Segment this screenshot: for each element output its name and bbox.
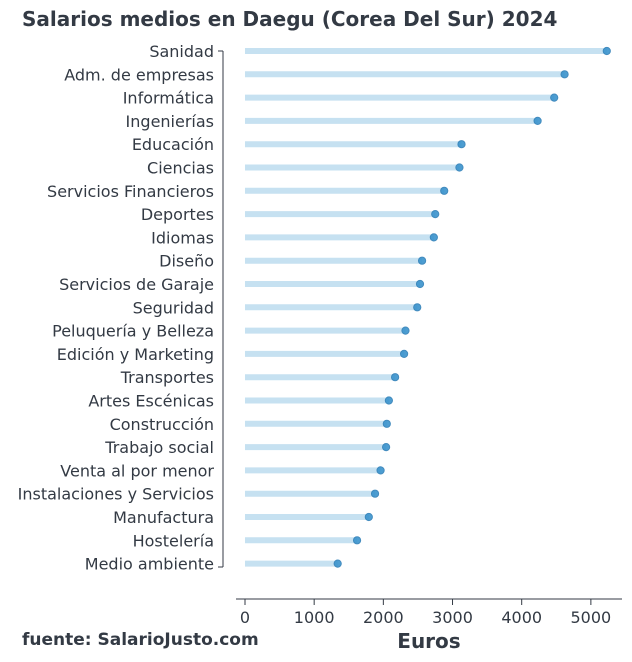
row-17: Trabajo social (104, 438, 391, 457)
data-point-22 (333, 559, 342, 568)
data-point-9 (417, 256, 427, 265)
row-6: Servicios Financieros (47, 182, 449, 201)
category-label-16: Construcción (110, 415, 214, 434)
x-axis-label: Euros (397, 629, 460, 653)
data-point-15 (384, 396, 393, 405)
data-point-16 (382, 419, 391, 428)
row-0: Sanidad (149, 42, 611, 61)
data-point-10 (415, 279, 425, 289)
source-note: fuente: SalarioJusto.com (22, 630, 259, 650)
row-10: Servicios de Garaje (59, 275, 425, 294)
row-12: Peluquería y Belleza (52, 322, 410, 341)
data-point-3 (533, 116, 542, 126)
row-3: Ingenierías (126, 112, 542, 131)
row-2: Informática (123, 89, 559, 108)
category-label-18: Venta al por menor (60, 461, 214, 480)
category-label-7: Deportes (141, 205, 214, 224)
row-11: Seguridad (133, 298, 422, 317)
chart-rows: Sanidad Adm. de empresas Informática Ingeni… (18, 42, 611, 574)
data-point-4 (457, 140, 466, 149)
data-point-2 (550, 93, 559, 102)
data-point-20 (364, 512, 373, 522)
row-20: Manufactura (113, 508, 373, 527)
category-label-21: Hostelería (133, 531, 214, 550)
category-label-22: Medio ambiente (85, 555, 214, 574)
data-point-14 (391, 373, 400, 382)
category-label-10: Servicios de Garaje (59, 275, 214, 294)
data-point-0 (602, 46, 611, 56)
data-point-6 (440, 186, 449, 195)
row-7: Deportes (141, 205, 440, 224)
category-label-4: Educación (132, 135, 214, 154)
category-label-3: Ingenierías (126, 112, 214, 131)
row-22: Medio ambiente (85, 555, 342, 574)
data-point-12 (401, 326, 410, 335)
row-16: Construcción (110, 415, 391, 434)
row-18: Venta al por menor (60, 461, 385, 480)
category-label-11: Seguridad (133, 298, 214, 317)
data-point-11 (413, 303, 422, 312)
data-point-13 (399, 349, 409, 358)
category-label-20: Manufactura (113, 508, 214, 527)
row-9: Diseño (159, 252, 427, 271)
row-15: Artes Escénicas (88, 392, 393, 411)
category-label-15: Artes Escénicas (88, 392, 214, 411)
category-label-0: Sanidad (149, 42, 214, 61)
data-point-18 (376, 466, 385, 475)
row-19: Instalaciones y Servicios (18, 485, 380, 504)
x-tick-label-3: 3000 (432, 608, 473, 627)
category-label-2: Informática (123, 89, 214, 108)
data-point-21 (352, 536, 362, 545)
category-label-8: Idiomas (151, 228, 214, 247)
data-point-7 (431, 210, 440, 219)
x-tick-label-1: 1000 (294, 608, 335, 627)
category-label-14: Transportes (120, 368, 214, 387)
chart-title: Salarios medios en Daegu (Corea Del Sur)… (22, 7, 557, 31)
category-label-6: Servicios Financieros (47, 182, 214, 201)
data-point-17 (382, 443, 391, 452)
x-tick-label-5: 5000 (571, 608, 612, 627)
category-label-9: Diseño (159, 252, 214, 271)
data-point-1 (560, 70, 569, 79)
x-tick-label-4: 4000 (501, 608, 542, 627)
data-point-5 (455, 163, 464, 172)
row-13: Edición y Marketing (57, 345, 409, 364)
row-21: Hostelería (133, 531, 362, 550)
category-label-1: Adm. de empresas (64, 65, 214, 84)
row-14: Transportes (120, 368, 400, 387)
row-5: Ciencias (147, 159, 464, 178)
data-point-19 (370, 489, 380, 498)
x-tick-label-2: 2000 (363, 608, 404, 627)
data-point-8 (429, 233, 438, 242)
x-axis-ticks: 0 1000 2000 3000 4000 5000 (240, 599, 611, 627)
category-label-12: Peluquería y Belleza (52, 322, 214, 341)
x-tick-label-0: 0 (240, 608, 250, 627)
row-8: Idiomas (151, 228, 438, 247)
category-label-13: Edición y Marketing (57, 345, 214, 364)
category-label-19: Instalaciones y Servicios (18, 485, 214, 504)
row-1: Adm. de empresas (64, 65, 569, 84)
category-label-5: Ciencias (147, 159, 214, 178)
row-4: Educación (132, 135, 466, 154)
category-label-17: Trabajo social (104, 438, 214, 457)
